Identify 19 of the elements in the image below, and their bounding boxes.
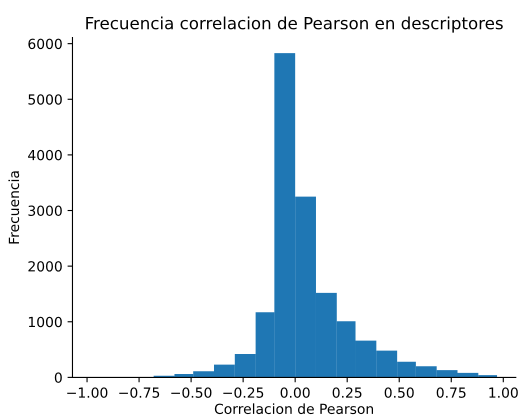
y-tick-label: 4000 [28,150,62,160]
x-axis-title: Correlacion de Pearson [214,403,374,414]
y-axis-title: Frecuencia [8,171,20,244]
y-tick-label: 3000 [28,205,62,216]
x-tick-label: 0.50 [384,387,414,398]
x-tick-label: −0.50 [171,387,212,398]
x-tick-label: −1.00 [67,387,108,398]
y-tick-label: 0 [54,372,62,383]
y-tick-label: 1000 [28,316,62,328]
x-tick-label: 1.00 [489,387,518,398]
y-tick-label: 2000 [28,261,62,272]
y-tick-label: 6000 [28,38,62,50]
x-tick-label: 0.25 [332,387,362,398]
x-tick-label: −0.25 [223,387,264,398]
x-tick-label: 0.00 [280,387,310,398]
x-tick-label: −0.75 [119,387,160,398]
x-tick-label: 0.75 [436,387,466,398]
y-tick-label: 5000 [28,94,62,105]
chart-title: Frecuencia correlacion de Pearson en descriptores [86,16,503,33]
